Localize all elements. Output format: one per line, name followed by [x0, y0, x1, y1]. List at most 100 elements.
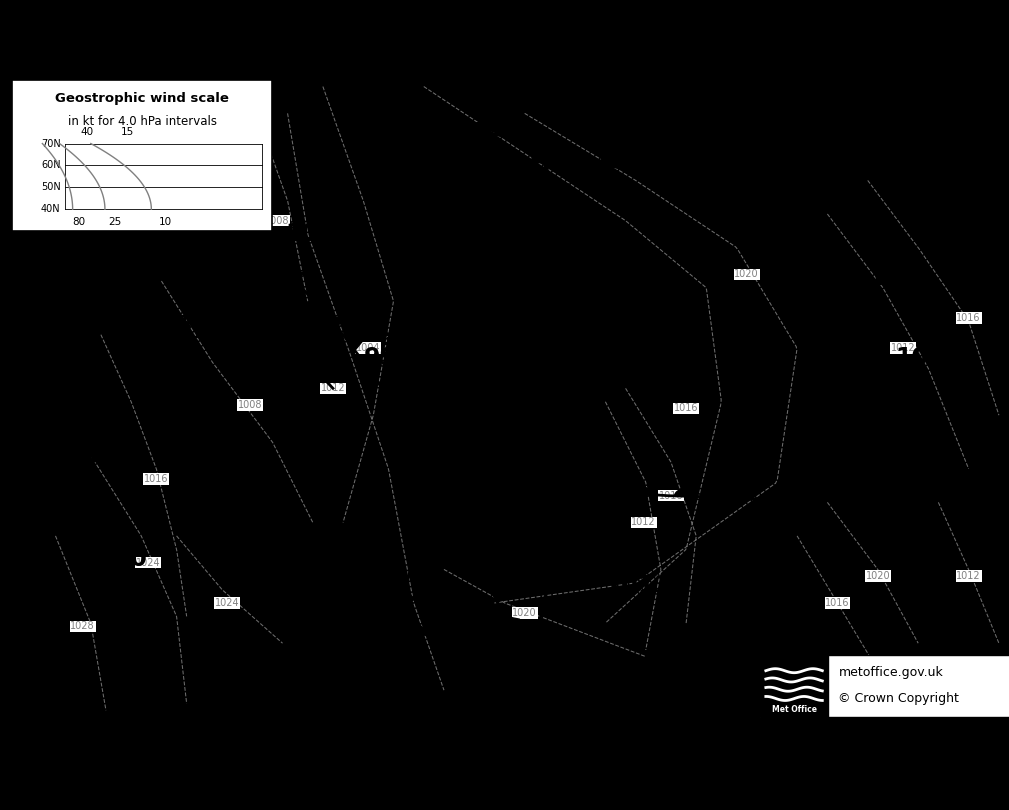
Text: 1016: 1016 [144, 474, 169, 484]
Text: 1016: 1016 [825, 598, 850, 608]
Text: 60N: 60N [41, 160, 61, 170]
Polygon shape [380, 156, 397, 168]
Polygon shape [675, 488, 697, 497]
Polygon shape [342, 688, 357, 699]
Polygon shape [584, 482, 605, 491]
Polygon shape [535, 655, 548, 667]
Polygon shape [496, 466, 518, 476]
Text: 1009: 1009 [293, 690, 359, 714]
Polygon shape [685, 177, 707, 187]
Polygon shape [547, 578, 561, 590]
Polygon shape [554, 553, 568, 565]
FancyBboxPatch shape [760, 655, 828, 717]
Polygon shape [359, 665, 374, 676]
Text: 40N: 40N [41, 204, 61, 215]
Polygon shape [380, 386, 397, 398]
Polygon shape [257, 334, 273, 344]
Polygon shape [573, 375, 595, 383]
Polygon shape [598, 158, 620, 168]
Polygon shape [409, 565, 423, 578]
Text: 1011: 1011 [895, 346, 962, 370]
Text: 997: 997 [159, 319, 210, 343]
Text: 1012: 1012 [632, 518, 656, 527]
Text: 40: 40 [81, 127, 94, 137]
Polygon shape [405, 207, 420, 218]
Polygon shape [417, 232, 432, 243]
Text: L: L [177, 289, 193, 316]
Text: 1016: 1016 [935, 159, 1002, 182]
Text: L: L [318, 660, 334, 686]
Text: Forecast chart (T+72) valid 00 UTC WED 29 MAY 2024: Forecast chart (T+72) valid 00 UTC WED 2… [5, 46, 307, 56]
Text: Met Office: Met Office [772, 705, 816, 714]
Polygon shape [461, 332, 475, 344]
Text: H: H [529, 152, 551, 178]
Polygon shape [555, 147, 576, 157]
Text: 998: 998 [363, 346, 414, 370]
Polygon shape [288, 271, 304, 282]
Text: 1012: 1012 [891, 343, 915, 353]
Polygon shape [481, 566, 495, 578]
Text: L: L [380, 317, 397, 343]
Polygon shape [419, 488, 432, 500]
Text: 1016: 1016 [285, 222, 351, 246]
Text: H: H [741, 370, 763, 396]
Polygon shape [515, 356, 531, 366]
Text: H: H [103, 518, 125, 544]
Text: 1024: 1024 [136, 558, 160, 568]
Polygon shape [513, 134, 534, 145]
Text: 1008: 1008 [265, 215, 290, 226]
Polygon shape [629, 487, 651, 495]
Polygon shape [371, 130, 385, 143]
Text: 50N: 50N [40, 182, 61, 192]
Polygon shape [415, 462, 430, 474]
Polygon shape [535, 378, 551, 389]
Text: 1007: 1007 [537, 330, 603, 355]
Polygon shape [472, 541, 487, 553]
Text: 1028: 1028 [71, 621, 95, 632]
Text: 1012: 1012 [321, 383, 345, 394]
Polygon shape [541, 604, 555, 616]
Polygon shape [459, 463, 473, 475]
Text: L: L [562, 301, 578, 327]
Text: 1016: 1016 [507, 182, 573, 206]
Polygon shape [87, 448, 102, 462]
Polygon shape [525, 666, 539, 678]
Text: Geostrophic wind scale: Geostrophic wind scale [55, 92, 229, 105]
Polygon shape [328, 317, 343, 327]
Polygon shape [68, 420, 85, 433]
Polygon shape [223, 322, 239, 332]
Text: 1020: 1020 [513, 608, 537, 618]
Text: 1016: 1016 [868, 487, 934, 511]
Text: H: H [791, 129, 813, 155]
Text: 80: 80 [73, 217, 86, 228]
Polygon shape [424, 397, 438, 410]
Text: 1020: 1020 [735, 270, 759, 279]
Text: 15: 15 [121, 127, 134, 137]
Polygon shape [465, 384, 479, 396]
Text: L: L [893, 236, 909, 262]
Polygon shape [720, 490, 743, 498]
Polygon shape [464, 516, 479, 528]
Text: 25: 25 [108, 217, 121, 228]
FancyBboxPatch shape [760, 655, 1009, 717]
Polygon shape [534, 651, 556, 660]
Text: in kt for 4.0 hPa intervals: in kt for 4.0 hPa intervals [68, 115, 217, 128]
Polygon shape [562, 527, 576, 539]
Polygon shape [347, 339, 362, 351]
Polygon shape [440, 282, 455, 293]
Polygon shape [539, 475, 561, 484]
Text: H: H [890, 457, 912, 484]
Polygon shape [462, 490, 475, 502]
Polygon shape [316, 370, 332, 381]
Text: 1024: 1024 [215, 598, 239, 608]
Polygon shape [393, 181, 408, 193]
Text: 1008: 1008 [238, 400, 262, 410]
Text: 10: 10 [158, 217, 172, 228]
Polygon shape [364, 363, 380, 374]
Polygon shape [489, 335, 506, 345]
Polygon shape [389, 94, 410, 105]
Text: 1022: 1022 [769, 159, 835, 182]
Polygon shape [619, 377, 641, 385]
Text: © Crown Copyright: © Crown Copyright [838, 692, 960, 705]
Polygon shape [446, 634, 468, 644]
